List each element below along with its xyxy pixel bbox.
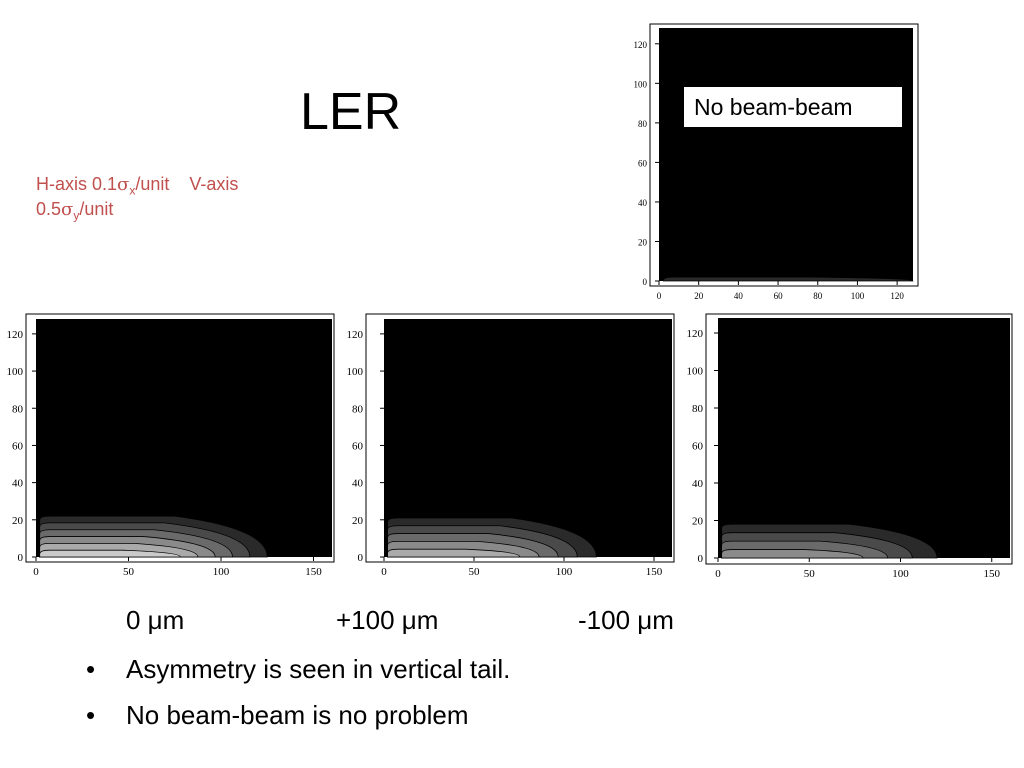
y-tick-label: 120 [687,328,704,340]
contour-band [387,548,521,558]
y-tick-label: 100 [347,366,364,378]
plot-offset-minus100: 0 50 100 150 0 20 40 60 80 100 120 [676,310,1016,584]
x-tick-label: 150 [984,568,1001,580]
contour-band [721,549,864,559]
h-axis-suffix: /unit [135,174,170,194]
x-tick-label: 40 [734,291,744,301]
y-tick-label: 40 [638,198,648,208]
y-tick-label: 20 [352,515,364,527]
y-tick-label: 120 [634,40,648,50]
y-tick-label: 100 [7,366,24,378]
contour-band [39,549,181,558]
axis-scale-note: H-axis 0.1σx/unit V-axis 0.5σy/unit [36,172,326,222]
x-tick-label: 100 [892,568,909,580]
density-field [659,28,913,281]
bullet-dot: • [86,654,96,684]
x-tick-label: 50 [123,566,135,578]
y-tick-label: 40 [352,478,364,490]
y-tick-label: 100 [687,366,704,378]
offset-label-minus100: -100 μm [578,605,674,635]
y-tick-label: 120 [347,329,364,341]
density-field [718,318,1010,558]
x-tick-label: 0 [657,291,662,301]
v-axis-text: V-axis [189,174,239,194]
y-tick-label: 60 [692,441,704,453]
bullet-text: No beam-beam is no problem [126,700,469,730]
x-tick-label: 0 [381,566,387,578]
y-tick-label: 40 [12,478,24,490]
y-tick-label: 40 [692,478,704,490]
y-tick-label: 20 [638,237,648,247]
offset-labels: 0 μm +100 μm -100 μm [0,602,1024,638]
plot-offset-plus100-svg: 0 50 100 150 0 20 40 60 80 100 120 [347,313,675,578]
y-tick-label: 120 [7,329,24,341]
bullet-item: • No beam-beam is no problem [86,692,986,738]
y-tick-label: 60 [638,158,648,168]
plot-no-beam-beam-svg: 0 20 40 60 80 100 120 0 20 40 60 80 100 120 [634,23,919,301]
density-field [384,319,672,557]
x-tick-label: 0 [715,568,721,580]
y-tick-label: 0 [358,552,364,564]
y-tick-label: 20 [692,516,704,528]
plot-offset-0-svg: 0 50 100 150 0 20 40 60 80 100 120 [7,313,335,578]
contour-band [662,276,914,282]
y-tick-label: 80 [352,403,364,415]
x-tick-label: 50 [469,566,481,578]
y-tick-label: 0 [643,277,648,287]
bullet-item: • Asymmetry is seen in vertical tail. [86,646,986,692]
plot-offset-minus100-svg: 0 50 100 150 0 20 40 60 80 100 120 [687,313,1013,580]
plot-no-beam-beam: 0 20 40 60 80 100 120 0 20 40 60 80 100 120 [630,22,920,302]
y-tick-label: 80 [12,403,24,415]
y-tick-label: 0 [18,552,24,564]
y-tick-label: 60 [12,440,24,452]
y-tick-label: 100 [634,79,648,89]
v-axis-subscript: y [73,208,80,223]
y-tick-label: 80 [692,403,704,415]
x-tick-label: 80 [813,291,823,301]
y-tick-label: 20 [12,515,24,527]
y-tick-label: 0 [698,553,704,565]
bullet-text: Asymmetry is seen in vertical tail. [126,654,511,684]
y-tick-label: 60 [352,440,364,452]
y-tick-label: 80 [638,119,648,129]
bullet-dot: • [86,700,96,730]
bullet-list: • Asymmetry is seen in vertical tail. • … [86,646,986,738]
h-axis-subscript: x [129,183,136,198]
inset-label: No beam-beam [683,86,903,128]
plot-offset-plus100: 0 50 100 150 0 20 40 60 80 100 120 [340,312,678,582]
x-tick-label: 0 [33,566,39,578]
v-axis-suffix: /unit [79,199,114,219]
v-axis-prefix: 0.5 [36,199,62,219]
sigma-symbol-2: σ [61,199,74,220]
x-tick-label: 50 [804,568,816,580]
slide-title: LER [300,83,402,141]
x-tick-label: 100 [213,566,230,578]
x-tick-label: 120 [890,291,904,301]
offset-label-0: 0 μm [126,605,185,635]
x-tick-label: 100 [556,566,573,578]
x-tick-label: 60 [774,291,784,301]
x-tick-label: 150 [646,566,663,578]
sigma-symbol: σ [117,174,130,195]
plot-offset-0: 0 50 100 150 0 20 40 60 80 100 120 [0,312,338,582]
x-tick-label: 20 [694,291,704,301]
offset-label-plus100: +100 μm [336,605,439,635]
x-tick-label: 100 [851,291,865,301]
x-tick-label: 150 [305,566,322,578]
h-axis-prefix: H-axis 0.1 [36,174,118,194]
